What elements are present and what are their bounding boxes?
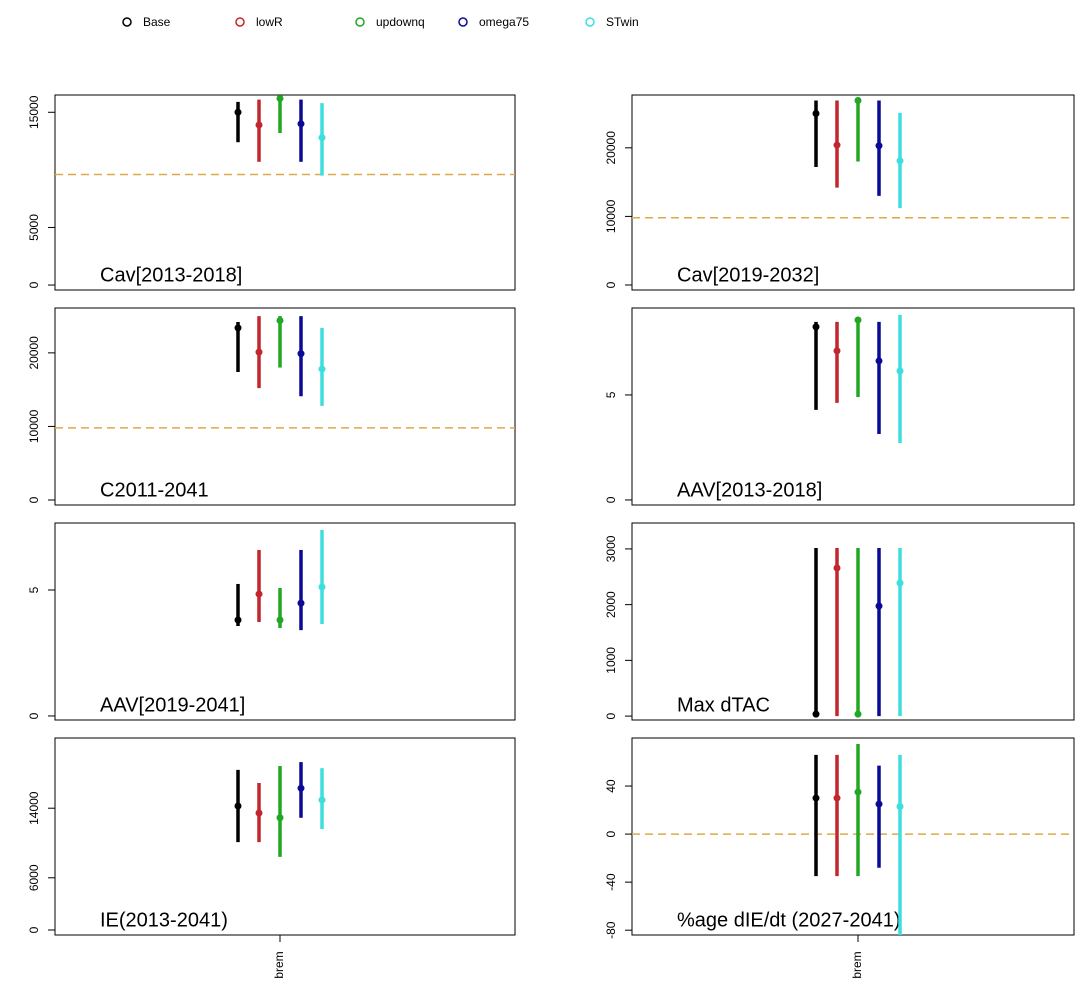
median-point [833, 564, 841, 572]
median-point [854, 710, 862, 718]
median-point [833, 794, 841, 802]
y-tick-label: 1000 [604, 647, 618, 674]
median-point [297, 120, 305, 128]
median-point [276, 616, 284, 624]
y-tick-label: 0 [604, 830, 618, 837]
y-tick-label: 0 [27, 926, 41, 933]
median-point [234, 108, 242, 116]
panel-frame [54, 94, 516, 291]
median-point [318, 365, 326, 373]
median-point [234, 324, 242, 332]
median-point [276, 317, 284, 325]
y-tick-label: -80 [604, 921, 618, 939]
median-point [896, 579, 904, 587]
legend-label: omega75 [479, 15, 529, 29]
median-point [255, 809, 263, 817]
median-point [276, 814, 284, 822]
panel-label: IE(2013-2041) [100, 909, 228, 931]
legend-marker [355, 17, 365, 27]
median-point [297, 350, 305, 358]
median-point [318, 134, 326, 142]
median-point [318, 583, 326, 591]
median-point [812, 710, 820, 718]
y-tick-label: 2000 [604, 591, 618, 618]
median-point [896, 157, 904, 165]
y-tick-label: 14000 [27, 791, 41, 825]
panel-label: AAV[2019-2041] [100, 694, 245, 716]
median-point [297, 784, 305, 792]
median-point [812, 110, 820, 118]
x-tick-label: brem [272, 951, 286, 978]
median-point [875, 357, 883, 365]
panel-frame [631, 737, 1075, 936]
y-tick-label: 0 [27, 496, 41, 503]
panel-frame [54, 737, 516, 936]
panel-frame [54, 522, 516, 721]
median-point [896, 802, 904, 810]
panel-frame [54, 307, 516, 506]
y-tick-label: 0 [27, 281, 41, 288]
panel-label: Cav[2019-2032] [677, 264, 819, 286]
legend-marker [122, 17, 132, 27]
panel-label: Cav[2013-2018] [100, 264, 242, 286]
median-point [255, 121, 263, 129]
median-point [234, 616, 242, 624]
median-point [255, 590, 263, 598]
median-point [297, 599, 305, 607]
median-point [276, 94, 284, 102]
legend-marker [235, 17, 245, 27]
legend-label: updownq [376, 15, 425, 29]
median-point [812, 794, 820, 802]
panel-label: AAV[2013-2018] [677, 479, 822, 501]
panel-frame [631, 94, 1075, 291]
y-tick-label: 15000 [27, 95, 41, 129]
y-tick-label: 0 [604, 496, 618, 503]
y-tick-label: 5 [27, 586, 41, 593]
y-tick-label: 10000 [604, 199, 618, 233]
median-point [875, 602, 883, 610]
legend-label: Base [143, 15, 171, 29]
legend-label: lowR [256, 15, 283, 29]
y-tick-label: 0 [604, 712, 618, 719]
y-tick-label: 20000 [27, 336, 41, 370]
median-point [875, 800, 883, 808]
y-tick-label: 5000 [27, 214, 41, 241]
y-tick-label: 40 [604, 779, 618, 793]
median-point [875, 142, 883, 150]
y-tick-label: 6000 [27, 864, 41, 891]
median-point [255, 348, 263, 356]
median-point [812, 323, 820, 331]
y-tick-label: 5 [604, 391, 618, 398]
median-point [833, 141, 841, 149]
x-tick-label: brem [850, 951, 864, 978]
panel-label: Max dTAC [677, 694, 770, 716]
median-point [234, 802, 242, 810]
panel-label: %age dIE/dt (2027-2041) [677, 909, 901, 931]
median-point [318, 796, 326, 804]
legend-label: STwin [606, 15, 639, 29]
y-tick-label: 10000 [27, 409, 41, 443]
y-tick-label: 20000 [604, 131, 618, 165]
median-point [854, 96, 862, 104]
y-tick-label: -40 [604, 873, 618, 891]
median-point [854, 788, 862, 796]
panel-frame [631, 307, 1075, 506]
y-tick-label: 3000 [604, 535, 618, 562]
median-point [854, 316, 862, 324]
panel-frame [631, 522, 1075, 721]
y-tick-label: 0 [27, 712, 41, 719]
y-tick-label: 0 [604, 281, 618, 288]
legend-marker [458, 17, 468, 27]
panel-label: C2011-2041 [100, 479, 209, 501]
median-point [896, 367, 904, 375]
legend-marker [585, 17, 595, 27]
median-point [833, 347, 841, 355]
